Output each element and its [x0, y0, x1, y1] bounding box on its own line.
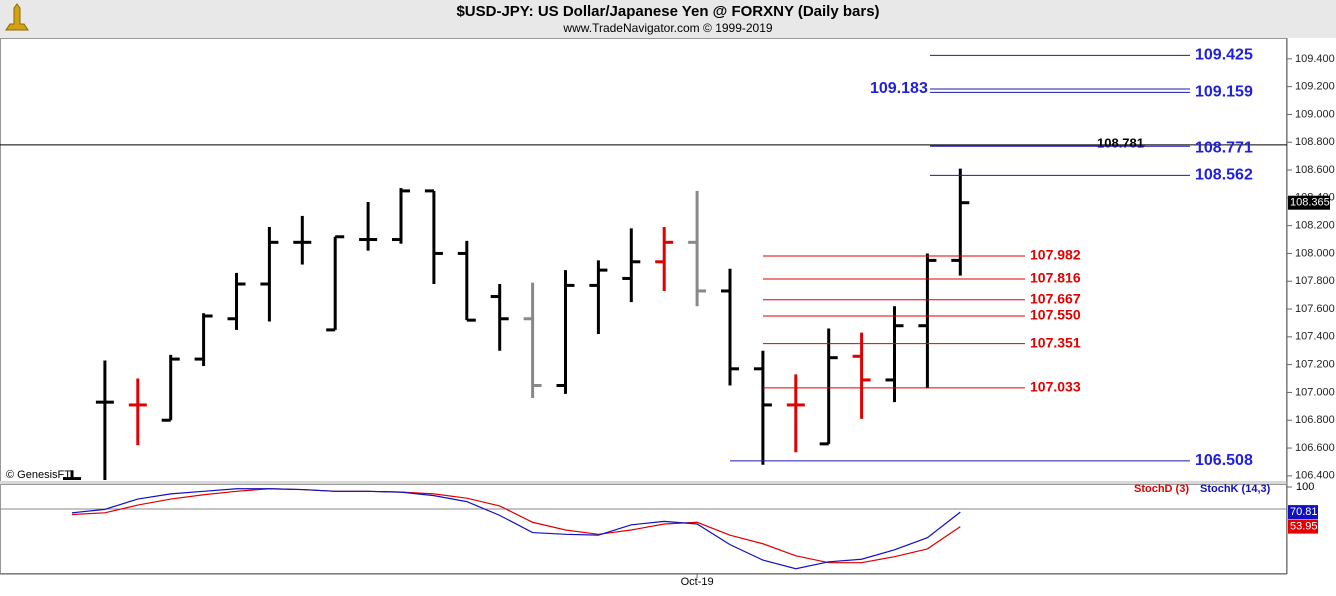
level-label: 107.667: [1030, 290, 1081, 306]
y-tick-label: 107.600: [1295, 303, 1335, 315]
level-label: 107.351: [1030, 334, 1081, 350]
y-tick-label: 107.800: [1295, 275, 1335, 287]
y-tick-label: 108.600: [1295, 164, 1335, 176]
last-price-label: 108.365: [1290, 197, 1330, 209]
y-tick-label: 107.400: [1295, 331, 1335, 343]
logo: [5, 3, 29, 31]
chart-subtitle: www.TradeNavigator.com © 1999-2019: [562, 21, 772, 35]
level-label: 106.508: [1195, 452, 1253, 469]
y-tick-label: 106.600: [1295, 442, 1335, 454]
y-tick-label: 109.400: [1295, 53, 1335, 65]
level-label: 108.562: [1195, 167, 1253, 184]
level-label: 107.550: [1030, 307, 1081, 323]
level-label: 109.425: [1195, 47, 1253, 64]
stoch-value-label: 53.95: [1290, 521, 1318, 533]
y-tick-label: 106.800: [1295, 414, 1335, 426]
y-tick-label: 107.200: [1295, 359, 1335, 371]
stoch-value-box: [1288, 519, 1318, 534]
level-label: 109.159: [1195, 84, 1253, 101]
price-plot: [63, 168, 970, 480]
stoch-value-label: 70.81: [1290, 506, 1318, 518]
y-tick-label: 106.400: [1295, 470, 1335, 482]
level-label: 107.982: [1030, 247, 1081, 263]
watermark: © GenesisFT: [6, 469, 71, 481]
stoch-tick-label: 100: [1296, 481, 1314, 493]
legend-entry: StochD (3): [1134, 483, 1189, 495]
level-label: 107.033: [1030, 379, 1081, 395]
stoch-line: [71, 488, 961, 564]
y-tick-label: 108.800: [1295, 136, 1335, 148]
last-price-box: [1288, 195, 1330, 210]
chart-title: $USD-JPY: US Dollar/Japanese Yen @ FORXN…: [456, 3, 879, 20]
y-tick-label: 109.200: [1295, 81, 1335, 93]
x-tick-label: Oct-19: [681, 576, 714, 588]
level-label: 109.183: [870, 80, 928, 97]
level-label: 108.781: [1097, 135, 1144, 150]
level-label: 108.771: [1195, 139, 1253, 156]
level-label: 107.816: [1030, 270, 1081, 286]
price-panel: [0, 38, 1287, 482]
title-bar: [0, 0, 1336, 38]
y-tick-label: 108.000: [1295, 247, 1335, 259]
stoch-line: [71, 488, 961, 570]
right-axis: [1287, 38, 1336, 591]
y-tick-label: 108.200: [1295, 220, 1335, 232]
legend-entry: StochK (14,3): [1200, 483, 1271, 495]
stoch-panel: [0, 484, 1287, 574]
panel-separator: [0, 481, 1287, 484]
y-tick-label: 107.000: [1295, 386, 1335, 398]
y-tick-label: 109.000: [1295, 108, 1335, 120]
stoch-value-box: [1288, 505, 1318, 520]
